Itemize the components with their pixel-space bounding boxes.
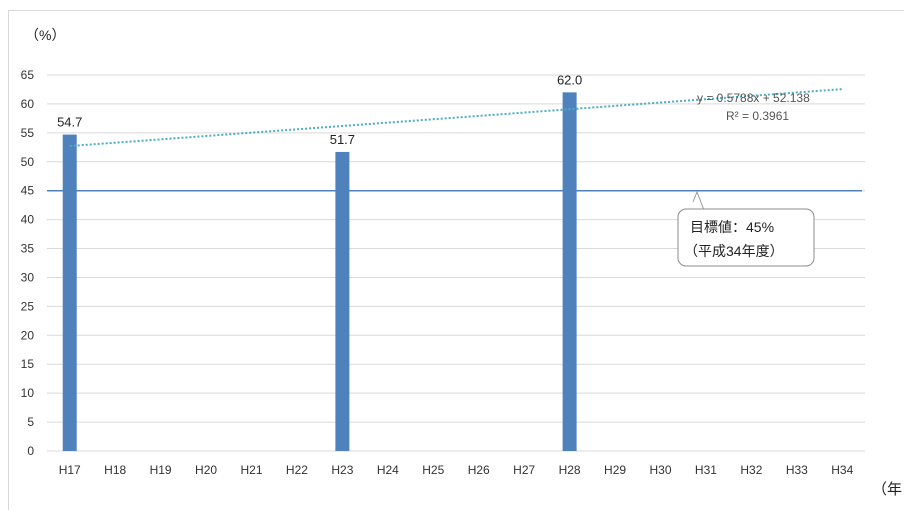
y-tick-label: 55: [21, 126, 35, 140]
x-tick-label: H31: [695, 463, 717, 477]
x-tick-label: H27: [513, 463, 535, 477]
bar-data-label: 54.7: [57, 115, 82, 130]
y-tick-label: 50: [21, 155, 35, 169]
x-tick-label: H30: [649, 463, 671, 477]
x-tick-label: H24: [377, 463, 399, 477]
x-tick-label: H32: [740, 463, 762, 477]
y-tick-label: 10: [21, 386, 35, 400]
x-tick-label: H21: [240, 463, 262, 477]
y-tick-label: 25: [21, 299, 35, 313]
x-axis-unit: （年: [872, 481, 902, 498]
target-callout: 目標値：45% （平成34年度）: [677, 190, 815, 267]
y-tick-label: 60: [21, 97, 35, 111]
y-axis-unit: （%）: [25, 27, 65, 43]
y-tick-label: 20: [21, 328, 35, 342]
x-tick-label: H23: [331, 463, 353, 477]
target-callout-line2: （平成34年度）: [684, 243, 784, 259]
x-tick-label: H20: [195, 463, 217, 477]
y-tick-label: 0: [27, 444, 34, 458]
x-tick-label: H19: [150, 463, 172, 477]
trendline-equation: y = 0.5788x + 52.138: [697, 91, 810, 105]
y-tick-label: 15: [21, 357, 35, 371]
x-tick-label: H26: [468, 463, 490, 477]
y-tick-label: 40: [21, 213, 35, 227]
y-tick-label: 65: [21, 68, 35, 82]
x-tick-label: H28: [559, 463, 581, 477]
bar-data-label: 51.7: [330, 132, 355, 147]
y-tick-label: 45: [21, 184, 35, 198]
x-tick-label: H34: [831, 463, 853, 477]
bar: [562, 92, 577, 451]
x-tick-label: H17: [59, 463, 81, 477]
x-tick-label: H29: [604, 463, 626, 477]
y-tick-label: 5: [27, 415, 34, 429]
x-tick-label: H25: [422, 463, 444, 477]
x-tick-label: H22: [286, 463, 308, 477]
x-tick-label: H33: [786, 463, 808, 477]
target-callout-line1: 目標値：45%: [690, 219, 774, 235]
trendline-r2: R² = 0.3961: [726, 109, 789, 123]
trendline: [69, 88, 843, 148]
chart-border: [8, 10, 904, 510]
bar: [62, 134, 77, 451]
bar-data-label: 62.0: [557, 72, 582, 87]
y-tick-label: 35: [21, 242, 35, 256]
bar: [335, 151, 350, 452]
x-tick-label: H18: [104, 463, 126, 477]
y-tick-label: 30: [21, 270, 35, 284]
